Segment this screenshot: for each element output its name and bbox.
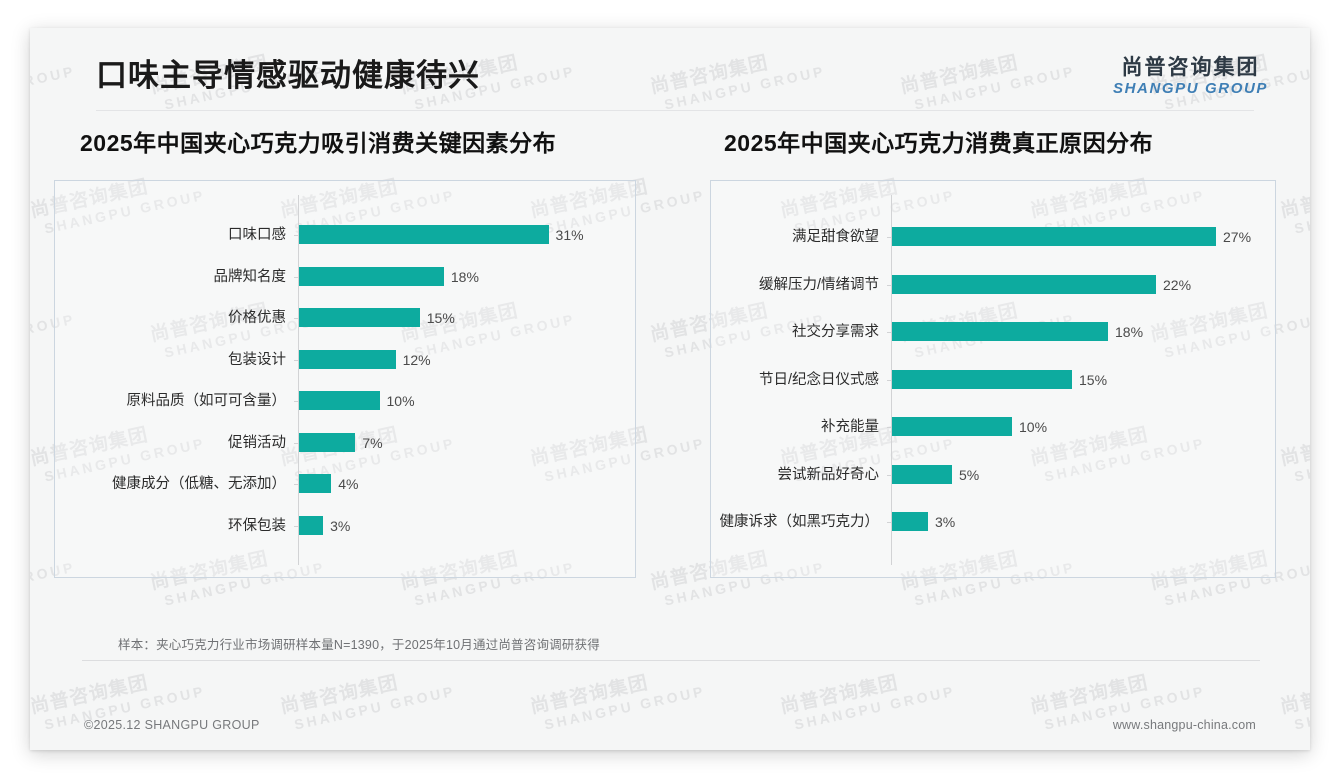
chart-axis-tick [294, 525, 298, 527]
chart-bar [299, 432, 356, 452]
chart-bar [892, 227, 1216, 246]
chart-bar-row: 补充能量 10% [711, 417, 1275, 437]
chart-block-right: 2025年中国夹心巧克力消费真正原因分布 满足甜食欲望 27% 缓解压力/情绪调节 2… [710, 124, 1310, 578]
chart-bar-row: 满足甜食欲望 27% [711, 227, 1275, 247]
chart-axis-line [298, 195, 299, 565]
chart-bar-row: 尝试新品好奇心 5% [711, 464, 1275, 485]
chart-value-label: 4% [338, 476, 359, 492]
chart-value-label: 18% [1115, 324, 1144, 340]
chart-bar [892, 464, 952, 484]
chart-axis-tick [294, 401, 298, 402]
chart-bar [299, 225, 549, 244]
chart-value-label: 3% [330, 517, 351, 534]
chart-axis-tick [887, 474, 891, 476]
chart-bar [299, 391, 380, 410]
chart-category-label: 健康成分（低糖、无添加） [112, 476, 286, 492]
chart-block-left: 2025年中国夹心巧克力吸引消费关键因素分布 口味口感 31% 品牌知名度 18% 价格… [52, 124, 672, 578]
chart-axis-tick [294, 318, 298, 319]
chart-panel-left: 口味口感 31% 品牌知名度 18% 价格优惠 15% 包装设计 12% 原料品质（如可可含量）… [54, 180, 636, 578]
chart-axis-tick [887, 379, 891, 381]
chart-bar-row: 包装设计 12% [55, 349, 635, 370]
chart-axis-tick [887, 522, 891, 523]
chart-bar-row: 促销活动 7% [55, 432, 635, 453]
chart-bar-row: 健康成分（低糖、无添加） 4% [55, 474, 635, 494]
chart-category-label: 社交分享需求 [792, 324, 879, 340]
chart-category-label: 补充能量 [821, 419, 879, 435]
chart-value-label: 10% [1019, 419, 1048, 435]
chart-category-label: 原料品质（如可可含量） [126, 393, 287, 409]
bar-chart-right: 满足甜食欲望 27% 缓解压力/情绪调节 22% 社交分享需求 18% 节日/纪念日仪式感 1… [711, 181, 1275, 577]
chart-title-left: 2025年中国夹心巧克力吸引消费关键因素分布 [80, 130, 557, 156]
chart-value-label: 5% [959, 466, 980, 483]
chart-bar-row: 口味口感 31% [55, 225, 635, 245]
chart-bar [892, 512, 928, 531]
brand-logo-cn: 尚普咨询集团 [1121, 56, 1260, 79]
header-divider [96, 110, 1254, 111]
chart-axis-tick [294, 235, 298, 236]
chart-bar-row: 缓解压力/情绪调节 22% [711, 274, 1275, 295]
chart-axis-tick [294, 442, 298, 444]
chart-axis-tick [887, 332, 891, 333]
chart-bar [299, 515, 324, 535]
chart-bar [299, 349, 396, 369]
chart-value-label: 3% [935, 514, 956, 530]
chart-value-label: 10% [386, 393, 415, 409]
chart-category-label: 价格优惠 [228, 310, 286, 326]
chart-axis-tick [887, 284, 891, 286]
chart-bar [892, 369, 1072, 389]
chart-bar [892, 417, 1012, 436]
chart-category-label: 品牌知名度 [213, 268, 287, 285]
chart-value-label: 22% [1163, 276, 1192, 293]
chart-category-label: 缓解压力/情绪调节 [758, 276, 879, 293]
chart-axis-tick [294, 276, 298, 278]
chart-bar [299, 308, 420, 327]
chart-value-label: 27% [1223, 229, 1252, 245]
chart-category-label: 尝试新品好奇心 [777, 466, 880, 483]
footer-website: www.shangpu-china.com [1112, 718, 1256, 732]
slide-footer: ©2025.12 SHANGPU GROUP www.shangpu-china… [30, 706, 1310, 750]
chart-category-label: 环保包装 [228, 517, 286, 534]
chart-category-label: 节日/纪念日仪式感 [758, 371, 879, 388]
chart-bar [892, 274, 1156, 294]
chart-value-label: 12% [402, 351, 431, 368]
chart-bar-row: 健康诉求（如黑巧克力） 3% [711, 512, 1275, 532]
chart-bar-row: 价格优惠 15% [55, 308, 635, 328]
footer-divider [82, 660, 1260, 661]
footer-copyright: ©2025.12 SHANGPU GROUP [84, 718, 260, 732]
brand-logo: 尚普咨询集团 SHANGPU GROUP [1113, 56, 1268, 98]
chart-value-label: 18% [450, 268, 479, 285]
source-footnote: 样本：夹心巧克力行业市场调研样本量N=1390，于2025年10月通过尚普咨询调… [118, 638, 600, 652]
chart-axis-tick [887, 237, 891, 238]
slide-header: 口味主导情感驱动健康待兴 尚普咨询集团 SHANGPU GROUP [30, 28, 1310, 110]
bar-chart-left: 口味口感 31% 品牌知名度 18% 价格优惠 15% 包装设计 12% 原料品质（如可可含量）… [55, 181, 635, 577]
chart-axis-tick [887, 427, 891, 428]
chart-bar [299, 474, 332, 493]
chart-value-label: 15% [426, 310, 455, 326]
charts-region: 2025年中国夹心巧克力吸引消费关键因素分布 口味口感 31% 品牌知名度 18% 价格… [30, 124, 1310, 578]
chart-category-label: 口味口感 [228, 227, 286, 243]
chart-category-label: 健康诉求（如黑巧克力） [719, 514, 880, 530]
chart-bar-row: 品牌知名度 18% [55, 266, 635, 287]
chart-category-label: 包装设计 [228, 351, 286, 368]
chart-title-right: 2025年中国夹心巧克力消费真正原因分布 [724, 130, 1154, 156]
chart-category-label: 满足甜食欲望 [792, 229, 879, 245]
chart-bar-row: 节日/纪念日仪式感 15% [711, 369, 1275, 390]
chart-bar-row: 社交分享需求 18% [711, 322, 1275, 342]
chart-value-label: 15% [1079, 371, 1108, 388]
chart-bar [299, 266, 444, 286]
chart-axis-line [891, 195, 892, 565]
chart-value-label: 7% [362, 434, 383, 451]
chart-bar [892, 322, 1108, 341]
chart-panel-right: 满足甜食欲望 27% 缓解压力/情绪调节 22% 社交分享需求 18% 节日/纪念日仪式感 1… [710, 180, 1276, 578]
page-title: 口味主导情感驱动健康待兴 [96, 58, 480, 93]
chart-axis-tick [294, 359, 298, 361]
chart-category-label: 促销活动 [228, 434, 286, 451]
chart-value-label: 31% [555, 227, 584, 243]
chart-bar-row: 原料品质（如可可含量） 10% [55, 391, 635, 411]
brand-logo-en: SHANGPU GROUP [1113, 80, 1268, 98]
chart-axis-tick [294, 484, 298, 485]
chart-bar-row: 环保包装 3% [55, 515, 635, 536]
